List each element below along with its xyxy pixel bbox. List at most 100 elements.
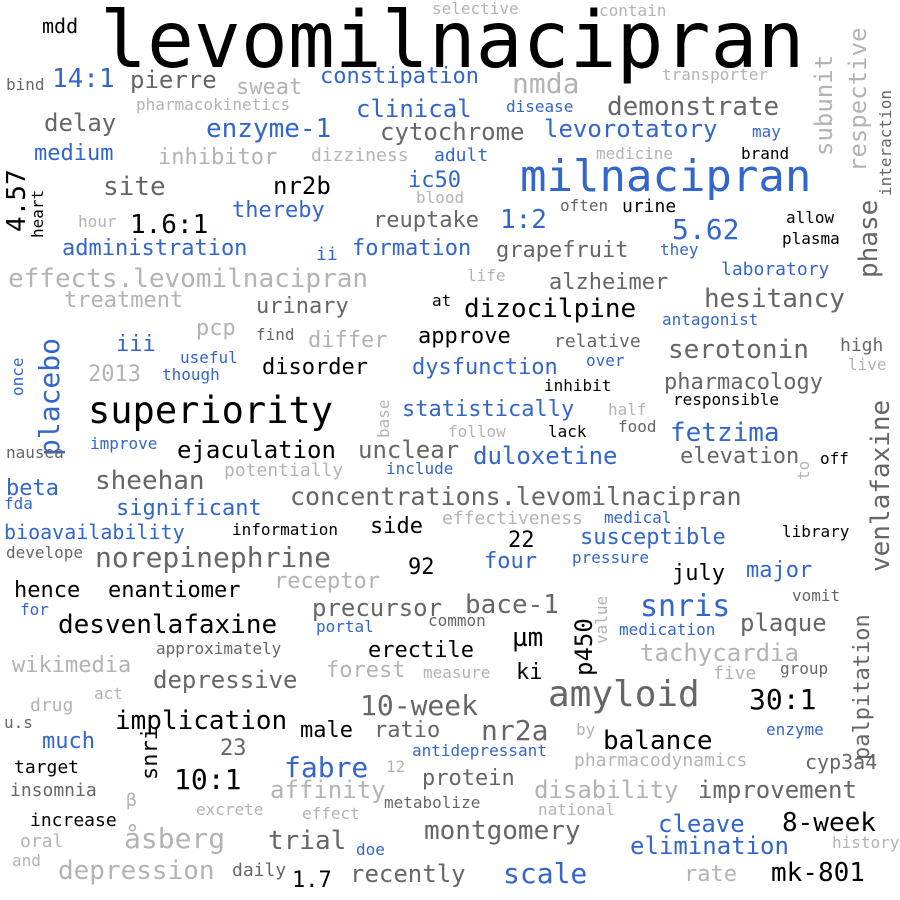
word-cloud-term: 8-week — [782, 808, 876, 838]
word-cloud-term: effectiveness — [442, 508, 583, 529]
word-cloud-term: cytochrome — [380, 118, 525, 146]
word-cloud-term: wikimedia — [12, 653, 132, 678]
word-cloud-term: depressive — [153, 666, 298, 694]
word-cloud-term: nr2b — [273, 172, 331, 200]
word-cloud-term: approve — [418, 324, 511, 349]
word-cloud-term: laboratory — [721, 259, 830, 280]
word-cloud-term: blood — [416, 188, 465, 207]
word-cloud-term: sweat — [236, 75, 303, 100]
word-cloud-term: though — [162, 365, 220, 384]
word-cloud-term: phase — [854, 199, 884, 278]
word-cloud-term: ki — [516, 660, 543, 685]
word-cloud-term: adult — [434, 145, 489, 166]
word-cloud-term: delay — [44, 109, 117, 137]
word-cloud-term: beta — [6, 476, 59, 501]
word-cloud-term: responsible — [673, 390, 779, 409]
word-cloud-term: target — [14, 757, 80, 778]
word-cloud-term: once — [8, 357, 27, 396]
word-cloud-term: statistically — [402, 397, 575, 422]
word-cloud-term: effect — [302, 804, 360, 823]
word-cloud-term: enantiomer — [108, 578, 241, 603]
word-cloud-term: ejaculation — [177, 436, 336, 464]
word-cloud-term: contain — [599, 1, 667, 20]
word-cloud-term: elimination — [630, 832, 789, 860]
word-cloud-term: µm — [512, 623, 544, 653]
word-cloud-term: subunit — [810, 54, 838, 156]
word-cloud-term: plaque — [740, 609, 827, 637]
word-cloud-term: medical — [604, 508, 672, 527]
word-cloud-term: much — [42, 729, 95, 754]
word-cloud-term: venlafaxine — [866, 399, 896, 572]
word-cloud-term: 30:1 — [749, 683, 817, 716]
word-cloud-term: disability — [534, 776, 679, 804]
word-cloud-term: palpitation — [850, 614, 875, 760]
word-cloud-term: metabolize — [384, 793, 481, 812]
word-cloud-term: ratio — [374, 718, 441, 743]
word-cloud-term: develope — [6, 543, 84, 562]
word-cloud-term: medium — [34, 141, 114, 166]
word-cloud-term: 22 — [508, 528, 535, 553]
word-cloud-term: treatment — [64, 288, 184, 313]
word-cloud-term: iii — [116, 332, 156, 357]
word-cloud-term: rate — [684, 862, 737, 887]
word-cloud-term: pressure — [572, 548, 650, 567]
word-cloud-term: clinical — [356, 95, 472, 123]
word-cloud-term: male — [300, 718, 353, 743]
word-cloud-term: side — [370, 514, 423, 539]
word-cloud-term: fda — [4, 494, 33, 513]
word-cloud-term: snris — [640, 589, 731, 624]
word-cloud-term: reuptake — [373, 208, 479, 233]
word-cloud-term: amyloid — [548, 674, 700, 715]
word-cloud-term: significant — [116, 496, 262, 521]
word-cloud-term: recently — [350, 860, 466, 888]
word-cloud-term: pharmacology — [664, 370, 823, 395]
word-cloud-term: portal — [316, 617, 374, 636]
word-cloud-term: ii — [316, 244, 338, 265]
word-cloud-term: thereby — [232, 198, 325, 223]
word-cloud-term: nr2a — [481, 714, 549, 747]
word-cloud-term: 12 — [386, 757, 406, 776]
word-cloud-term: interaction — [876, 90, 895, 196]
word-cloud-term: pharmacokinetics — [136, 95, 291, 114]
word-cloud-term: at — [432, 291, 452, 310]
word-cloud-term: vomit — [792, 586, 841, 605]
word-cloud-term: selective — [432, 0, 519, 18]
word-cloud-term: four — [484, 549, 537, 574]
word-cloud-term: 1.7 — [292, 868, 332, 893]
word-cloud-term: useful — [180, 348, 238, 367]
word-cloud-term: daily — [232, 860, 287, 881]
word-cloud-term: for — [20, 600, 49, 619]
word-cloud-term: inhibitor — [158, 145, 278, 170]
word-cloud-term: over — [586, 351, 625, 370]
word-cloud-term: superiority — [88, 389, 334, 432]
word-cloud-term: implication — [115, 706, 288, 736]
word-cloud-term: effects.levomilnacipran — [8, 264, 369, 294]
word-cloud-term: major — [746, 558, 813, 583]
word-cloud-term: measure — [423, 663, 491, 682]
word-cloud-term: hesitancy — [704, 284, 845, 314]
word-cloud-term: medicine — [596, 144, 674, 163]
word-cloud-term: concentrations.levomilnacipran — [290, 482, 742, 511]
word-cloud-term: duloxetine — [473, 442, 618, 470]
word-cloud-term: common — [428, 611, 486, 630]
word-cloud-term: ic50 — [408, 168, 461, 193]
word-cloud-term: lack — [548, 422, 587, 441]
word-cloud-term: find — [256, 325, 295, 344]
word-cloud-term: oral — [20, 831, 64, 852]
word-cloud-term: forest — [326, 658, 406, 683]
word-cloud-term: history — [832, 833, 900, 852]
word-cloud-term: β — [126, 790, 137, 811]
word-cloud-term: desvenlafaxine — [58, 610, 278, 640]
word-cloud-term: group — [780, 659, 829, 678]
word-cloud-term: sheehan — [95, 466, 205, 496]
word-cloud-term: susceptible — [580, 525, 726, 550]
word-cloud-term: bioavailability — [4, 520, 185, 544]
word-cloud-term: life — [467, 266, 506, 285]
word-cloud-term: disease — [506, 97, 574, 116]
word-cloud-term: norepinephrine — [95, 541, 332, 574]
word-cloud-term: increase — [30, 810, 117, 831]
word-cloud-term: follow — [448, 422, 506, 441]
word-cloud-term: respective — [844, 27, 872, 173]
word-cloud-term: 5.62 — [672, 213, 740, 246]
word-cloud-term: receptor — [274, 569, 380, 594]
